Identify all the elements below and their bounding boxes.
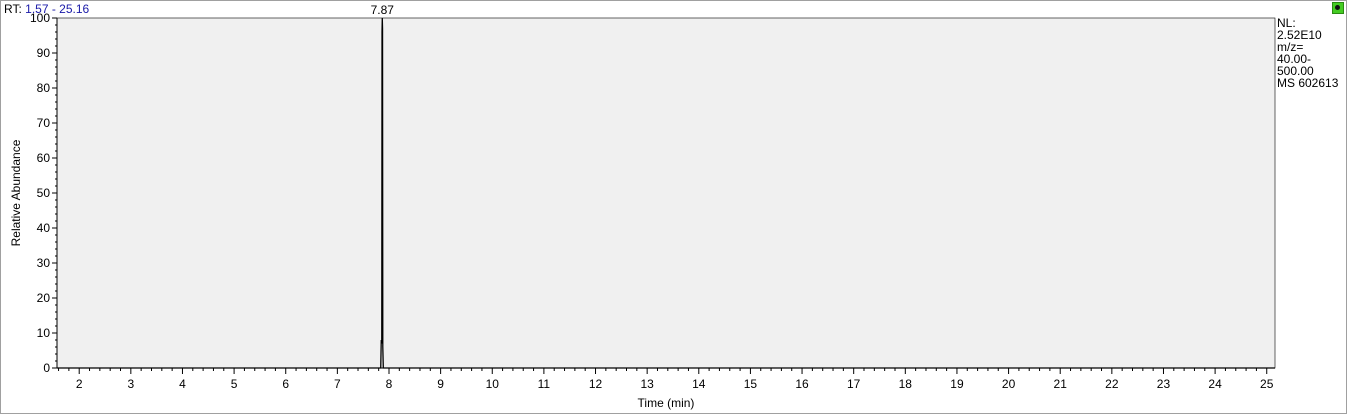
y-tick-label: 50 [37, 186, 51, 200]
x-tick-label: 14 [692, 377, 706, 391]
x-tick-label: 10 [486, 377, 500, 391]
info-line-nl: NL: [1277, 16, 1296, 30]
scan-info-box: NL: 2.52E10 m/z= 40.00- 500.00 MS 602613 [1277, 17, 1338, 89]
y-tick-label: 40 [37, 221, 51, 235]
x-tick-label: 20 [1002, 377, 1016, 391]
y-tick-label: 70 [37, 116, 51, 130]
y-axis-title: Relative Abundance [9, 139, 23, 246]
rt-range-label: RT: 1.57 - 25.16 [4, 2, 89, 16]
y-tick-label: 80 [37, 81, 51, 95]
info-line-mz: m/z= [1277, 40, 1304, 54]
trace-layer [57, 17, 1275, 369]
x-tick-label: 4 [179, 377, 186, 391]
x-tick-label: 11 [538, 377, 551, 391]
x-tick-label: 3 [127, 377, 134, 391]
y-tick-label: 30 [37, 256, 51, 270]
rt-prefix: RT: [4, 2, 22, 16]
x-tick-label: 22 [1105, 377, 1119, 391]
y-tick-label: 90 [37, 46, 51, 60]
x-tick-label: 17 [847, 377, 861, 391]
x-tick-label: 7 [334, 377, 341, 391]
x-tick-label: 18 [899, 377, 913, 391]
info-line-scan: MS 602613 [1277, 76, 1339, 90]
x-tick-label: 9 [437, 377, 444, 391]
green-status-icon[interactable] [1332, 2, 1344, 14]
y-tick-label: 0 [43, 361, 50, 375]
chromatogram-trace [57, 17, 1275, 369]
x-tick-label: 19 [950, 377, 964, 391]
y-tick-label: 10 [37, 326, 51, 340]
x-tick-label: 8 [386, 377, 393, 391]
x-tick-label: 24 [1208, 377, 1222, 391]
x-axis-title: Time (min) [638, 396, 695, 410]
rt-range-value: 1.57 - 25.16 [25, 2, 90, 16]
x-tick-label: 13 [640, 377, 654, 391]
x-tick-label: 15 [744, 377, 758, 391]
peak-label: 7.87 [371, 3, 395, 17]
x-tick-label: 16 [795, 377, 809, 391]
x-tick-label: 6 [282, 377, 289, 391]
info-line-mz-low: 40.00- [1277, 52, 1312, 66]
y-tick-label: 20 [37, 291, 51, 305]
plot-area [56, 17, 1276, 369]
x-tick-label: 2 [76, 377, 83, 391]
y-tick-label: 60 [37, 151, 51, 165]
y-tick-label: 100 [30, 11, 50, 25]
x-tick-label: 25 [1260, 377, 1274, 391]
x-tick-label: 21 [1054, 377, 1068, 391]
x-tick-label: 23 [1157, 377, 1171, 391]
info-line-nl-value: 2.52E10 [1277, 28, 1322, 42]
x-tick-label: 5 [231, 377, 238, 391]
x-tick-label: 12 [589, 377, 603, 391]
info-line-mz-high: 500.00 [1277, 64, 1314, 78]
